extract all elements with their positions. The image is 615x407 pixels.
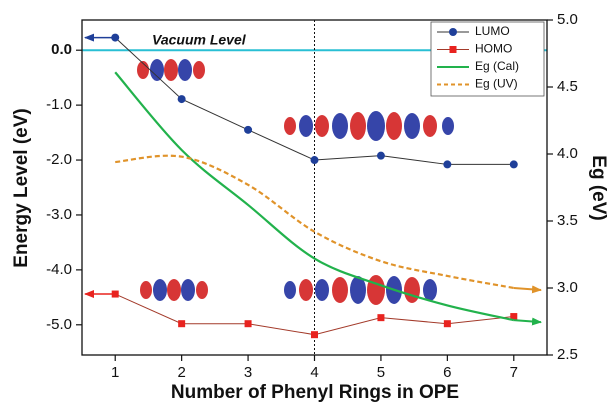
x-tick-label: 5 [377,364,385,381]
x-tick-label: 1 [111,364,119,381]
legend-label: Eg (Cal) [475,59,519,73]
series-arrow [514,288,541,290]
y-tick-label: -5.0 [46,316,72,333]
y2-tick-label: 5.0 [557,11,578,28]
data-point [245,320,252,327]
data-point [443,160,451,168]
x-tick-label: 2 [177,364,185,381]
orbital-images [137,59,454,305]
data-point [311,156,319,164]
data-point [112,291,119,298]
legend-marker [450,46,457,53]
legend-marker [449,28,457,36]
legend-label: HOMO [475,42,512,56]
legend-label: Eg (UV) [475,77,518,91]
y-tick-label: 0.0 [51,41,72,58]
x-axis-label: Number of Phenyl Rings in OPE [171,382,459,403]
y-tick-label: -1.0 [46,96,72,113]
y-tick-label: -2.0 [46,151,72,168]
series-arrow [514,320,541,322]
y-tick-label: -4.0 [46,261,72,278]
data-point [377,314,384,321]
y2-tick-label: 4.0 [557,145,578,162]
legend-label: LUMO [475,24,510,38]
y2-tick-label: 3.5 [557,212,578,229]
y2-tick-label: 3.0 [557,279,578,296]
x-tick-label: 4 [310,364,318,381]
y2-axis-label: Eg (eV) [588,155,609,220]
x-tick-label: 7 [510,364,518,381]
y-axis-label: Energy Level (eV) [11,108,32,267]
x-tick-label: 3 [244,364,252,381]
chart: Number of Phenyl Rings in OPE Energy Lev… [0,0,615,407]
data-point [444,320,451,327]
data-point [178,320,185,327]
y2-tick-label: 2.5 [557,346,578,363]
annotation: Vacuum Level [152,32,247,48]
data-point [178,95,186,103]
data-point [510,160,518,168]
y-tick-label: -3.0 [46,206,72,223]
data-point [377,152,385,160]
data-point [111,34,119,42]
x-tick-label: 6 [443,364,451,381]
data-point [244,126,252,134]
data-point [311,331,318,338]
y2-tick-label: 4.5 [557,78,578,95]
